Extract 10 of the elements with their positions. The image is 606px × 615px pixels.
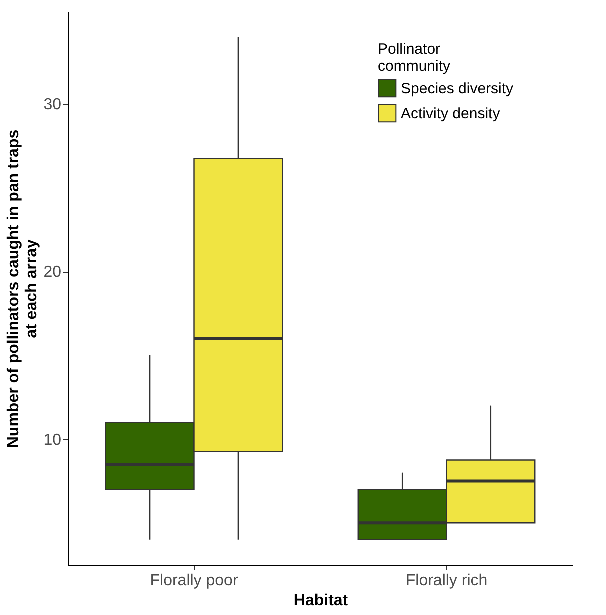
- y-axis-title: Number of pollinators caught in pan traps at each array: [6, 130, 41, 448]
- legend-label: Activity density: [401, 106, 501, 122]
- x-tick-label: Florally rich: [406, 572, 488, 590]
- y-tick-label: 30: [44, 96, 62, 114]
- legend-title: Pollinator community: [378, 41, 452, 75]
- x-axis-title: Habitat: [294, 592, 349, 610]
- y-tick-label: 20: [44, 264, 62, 282]
- legend-label: Species diversity: [401, 80, 514, 98]
- y-tick-label: 10: [44, 432, 62, 449]
- x-tick-label: Florally poor: [150, 572, 239, 590]
